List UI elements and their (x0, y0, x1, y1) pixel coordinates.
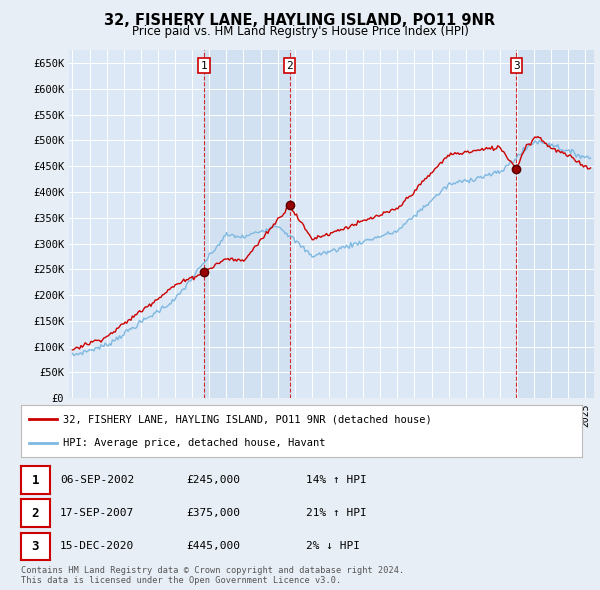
Bar (204, 50, 290, 398)
Text: Price paid vs. HM Land Registry's House Price Index (HPI): Price paid vs. HM Land Registry's House … (131, 25, 469, 38)
Text: £445,000: £445,000 (186, 541, 240, 550)
Text: HPI: Average price, detached house, Havant: HPI: Average price, detached house, Hava… (63, 438, 326, 448)
Text: Contains HM Land Registry data © Crown copyright and database right 2024.
This d: Contains HM Land Registry data © Crown c… (21, 566, 404, 585)
Text: 2% ↓ HPI: 2% ↓ HPI (306, 541, 360, 550)
Text: 15-DEC-2020: 15-DEC-2020 (60, 541, 134, 550)
Text: £375,000: £375,000 (186, 508, 240, 517)
Text: 2: 2 (32, 507, 39, 520)
Text: 3: 3 (32, 540, 39, 553)
Text: 21% ↑ HPI: 21% ↑ HPI (306, 508, 367, 517)
Text: 1: 1 (32, 474, 39, 487)
Text: 2: 2 (286, 61, 293, 71)
Text: 17-SEP-2007: 17-SEP-2007 (60, 508, 134, 517)
Text: 06-SEP-2002: 06-SEP-2002 (60, 475, 134, 484)
Text: 32, FISHERY LANE, HAYLING ISLAND, PO11 9NR: 32, FISHERY LANE, HAYLING ISLAND, PO11 9… (104, 13, 496, 28)
Text: 1: 1 (200, 61, 208, 71)
Text: £245,000: £245,000 (186, 475, 240, 484)
Text: 32, FISHERY LANE, HAYLING ISLAND, PO11 9NR (detached house): 32, FISHERY LANE, HAYLING ISLAND, PO11 9… (63, 414, 432, 424)
Text: 3: 3 (513, 61, 520, 71)
Bar (517, 50, 594, 398)
Text: 14% ↑ HPI: 14% ↑ HPI (306, 475, 367, 484)
